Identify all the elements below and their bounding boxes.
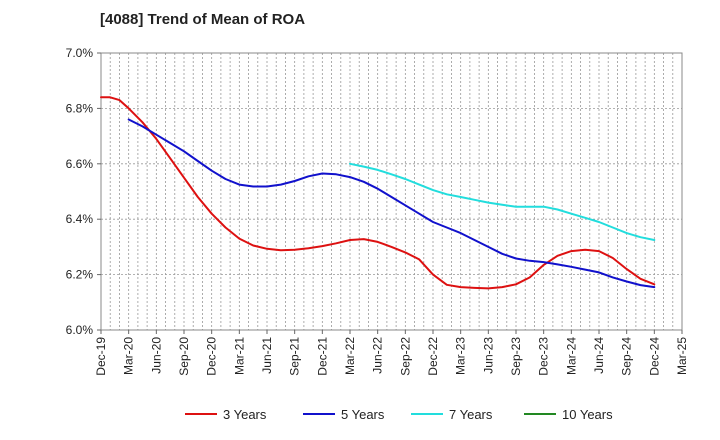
legend-label-7-years: 7 Years <box>449 407 493 422</box>
x-tick-label: Mar-21 <box>232 337 246 375</box>
x-tick-label: Jun-22 <box>371 337 385 374</box>
y-tick-label: 6.0% <box>66 323 94 337</box>
x-tick-label: Sep-20 <box>177 337 191 376</box>
x-tick-label: Mar-23 <box>454 337 468 375</box>
y-tick-label: 7.0% <box>66 46 94 60</box>
x-tick-label: Dec-24 <box>647 337 661 376</box>
x-tick-label: Dec-21 <box>315 337 329 376</box>
x-tick-label: Mar-25 <box>675 337 689 375</box>
x-tick-label: Dec-23 <box>537 337 551 376</box>
plot-border <box>100 52 683 331</box>
x-tick-label: Mar-20 <box>122 337 136 375</box>
series-lines <box>100 96 656 290</box>
y-tick-label: 6.8% <box>66 101 94 115</box>
x-tick-label: Mar-24 <box>564 337 578 375</box>
legend-label-3-years: 3 Years <box>223 407 267 422</box>
chart-title: [4088] Trend of Mean of ROA <box>100 11 305 28</box>
series-line-5-years <box>127 118 656 289</box>
x-tick-label: Mar-22 <box>343 337 357 375</box>
x-tick-label: Jun-21 <box>260 337 274 374</box>
y-tick-label: 6.4% <box>66 212 94 226</box>
plot-frame <box>100 52 683 331</box>
x-tick-label: Dec-20 <box>205 337 219 376</box>
legend-label-10-years: 10 Years <box>562 407 613 422</box>
x-tick-label: Dec-19 <box>94 337 108 376</box>
x-tick-label: Dec-22 <box>426 337 440 376</box>
series-line-3-years <box>100 96 656 290</box>
x-axis: Dec-19 Mar-20 Jun-20 Sep-20 Dec-20 Mar-21 Jun-… <box>94 330 689 376</box>
x-tick-label: Jun-24 <box>592 337 606 374</box>
x-tick-label: Jun-23 <box>481 337 495 374</box>
x-tick-label: Sep-24 <box>620 337 634 376</box>
x-tick-label: Jun-20 <box>149 337 163 374</box>
legend-label-5-years: 5 Years <box>341 407 385 422</box>
x-tick-label: Sep-21 <box>288 337 302 376</box>
grid <box>101 53 682 330</box>
legend: 3 Years 5 Years 7 Years 10 Years <box>185 407 613 422</box>
y-tick-label: 6.6% <box>66 157 94 171</box>
series-line-7-years <box>349 162 656 241</box>
y-tick-label: 6.2% <box>66 268 94 282</box>
x-tick-label: Sep-23 <box>509 337 523 376</box>
x-tick-label: Sep-22 <box>398 337 412 376</box>
y-axis: 6.0% 6.2% 6.4% 6.6% 6.8% 7.0% <box>66 46 101 337</box>
